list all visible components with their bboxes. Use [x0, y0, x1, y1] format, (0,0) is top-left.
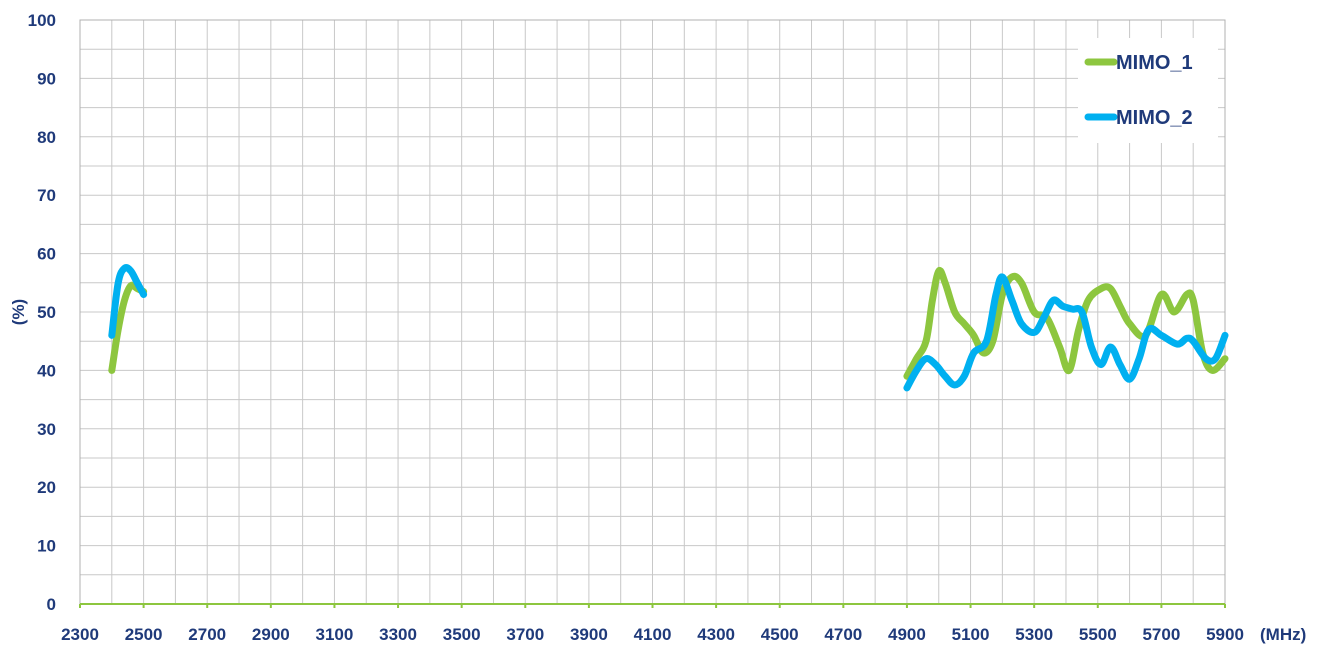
- x-tick-label: 2900: [252, 625, 290, 644]
- x-tick-label: 3500: [443, 625, 481, 644]
- x-tick-label: 4700: [824, 625, 862, 644]
- y-axis-label: (%): [9, 299, 28, 325]
- x-tick-label: 2500: [125, 625, 163, 644]
- x-tick-label: 4300: [697, 625, 735, 644]
- y-tick-label: 100: [28, 11, 56, 30]
- x-tick-label: 3700: [506, 625, 544, 644]
- x-tick-label: 3100: [316, 625, 354, 644]
- y-tick-label: 10: [37, 537, 56, 556]
- y-tick-label: 40: [37, 361, 56, 380]
- axes: 2300 2500 2700 2900 3100 3300 3500 3700 3900 4100…: [28, 11, 1244, 644]
- legend-box: [1078, 38, 1218, 143]
- x-tick-label: 5100: [952, 625, 990, 644]
- series-line-mimo-2: [108, 264, 148, 339]
- x-axis-label: (MHz): [1260, 625, 1306, 644]
- series-line-mimo-2: [903, 273, 1229, 392]
- x-tick-label: 5700: [1142, 625, 1180, 644]
- x-tick-label: 5500: [1079, 625, 1117, 644]
- x-tick-label: 5300: [1015, 625, 1053, 644]
- y-tick-label: 0: [47, 595, 56, 614]
- legend-label: MIMO_2: [1116, 107, 1193, 129]
- x-tick-label: 4100: [634, 625, 672, 644]
- grid: [79, 19, 1226, 605]
- x-tick-label: 5900: [1206, 625, 1244, 644]
- x-tick-label: 3900: [570, 625, 608, 644]
- legend-label: MIMO_1: [1116, 52, 1193, 74]
- y-tick-label: 80: [37, 128, 56, 147]
- x-tick-label: 2700: [188, 625, 226, 644]
- series-lines: [108, 264, 1229, 392]
- x-tick-label: 4900: [888, 625, 926, 644]
- x-tick-label: 4500: [761, 625, 799, 644]
- y-tick-label: 60: [37, 245, 56, 264]
- series-line-mimo-1: [903, 266, 1229, 380]
- y-tick-label: 30: [37, 420, 56, 439]
- x-tick-label: 2300: [61, 625, 99, 644]
- y-tick-label: 90: [37, 69, 56, 88]
- x-tick-label: 3300: [379, 625, 417, 644]
- y-tick-label: 70: [37, 186, 56, 205]
- y-tick-label: 20: [37, 478, 56, 497]
- legend: MIMO_1 MIMO_2: [1078, 38, 1218, 143]
- y-tick-label: 50: [37, 303, 56, 322]
